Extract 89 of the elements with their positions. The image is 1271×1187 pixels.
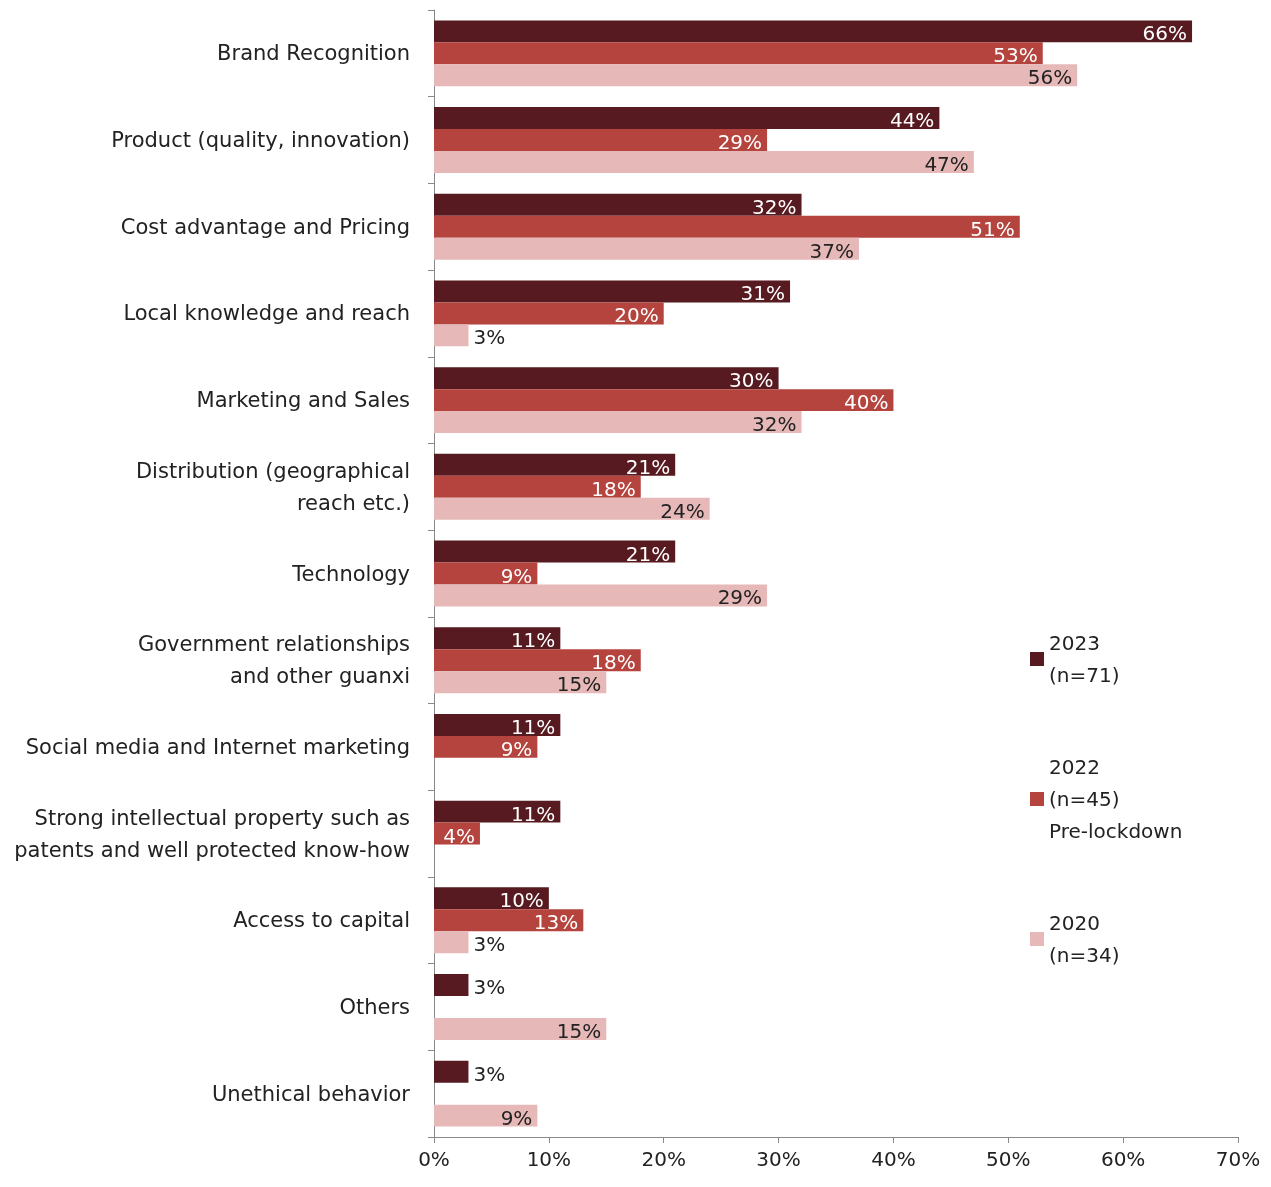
data-label: 21% — [625, 454, 671, 479]
data-label: 11% — [510, 628, 556, 653]
bar — [434, 302, 664, 325]
y-tick-label: Local knowledge and reach — [123, 301, 410, 326]
y-tick-label: Unethical behavior — [211, 1081, 411, 1106]
bar — [434, 649, 641, 672]
data-label: 40% — [843, 390, 889, 415]
x-tick-label: 20% — [641, 1147, 686, 1171]
data-label: 15% — [556, 672, 602, 697]
bar — [434, 20, 1193, 43]
data-label: 66% — [1142, 21, 1188, 46]
bar — [434, 107, 940, 130]
y-tick-label: Technology — [291, 561, 410, 586]
bar — [434, 389, 894, 412]
y-tick-label: Government relationships and other guanxi — [137, 632, 410, 689]
y-tick-label: Brand Recognition — [217, 41, 410, 66]
data-label: 13% — [533, 910, 579, 935]
data-label: 32% — [752, 412, 797, 437]
y-tick-label: Social media and Internet marketing — [25, 734, 410, 759]
bar — [434, 367, 779, 390]
bar — [434, 193, 802, 216]
bar — [434, 64, 1078, 87]
data-label: 3% — [473, 975, 506, 999]
legend-label: 2020 (n=34) — [1049, 911, 1120, 967]
data-label: 51% — [970, 216, 1015, 241]
data-label: 3% — [473, 1061, 506, 1086]
data-label: 32% — [752, 194, 797, 219]
bar — [434, 627, 561, 650]
bar — [434, 411, 802, 434]
bar — [434, 475, 641, 498]
legend-label: 2022 (n=45) Pre-lockdown — [1049, 755, 1183, 843]
bar — [434, 324, 469, 347]
x-tick-label: 60% — [1100, 1147, 1146, 1171]
y-tick-label: Cost advantage and Pricing — [120, 214, 410, 239]
bar — [434, 497, 710, 520]
data-label: 21% — [625, 541, 671, 566]
bar — [434, 151, 974, 173]
y-tick-label: Strong intellectual property such as patents and well protected know-how — [14, 805, 410, 862]
data-label: 11% — [510, 801, 556, 826]
data-label: 9% — [500, 563, 533, 588]
bar — [434, 931, 469, 954]
data-label: 15% — [556, 1018, 602, 1043]
bar — [434, 237, 859, 260]
y-tick-label: Others — [339, 994, 410, 1019]
data-label: 9% — [500, 736, 533, 761]
x-tick-label: 10% — [526, 1147, 572, 1171]
data-label: 4% — [443, 823, 475, 848]
x-tick-label: 40% — [871, 1147, 916, 1171]
bar — [434, 453, 676, 476]
bar — [434, 280, 791, 303]
data-label: 29% — [717, 585, 763, 610]
x-tick-label: 0% — [418, 1147, 450, 1171]
bar — [434, 909, 584, 932]
bar — [434, 713, 561, 736]
bar — [434, 42, 1043, 65]
y-tick-label: Product (quality, innovation) — [111, 128, 410, 153]
y-tick-label: Marketing and Sales — [196, 388, 410, 413]
data-label: 44% — [889, 108, 935, 133]
bar — [434, 540, 676, 563]
data-label: 20% — [614, 303, 659, 328]
data-label: 9% — [500, 1105, 533, 1130]
y-tick-label: Access to capital — [233, 908, 410, 933]
bar — [434, 974, 469, 996]
data-label: 47% — [924, 152, 969, 176]
data-label: 3% — [473, 932, 506, 957]
data-label: 3% — [473, 325, 506, 350]
bar — [434, 800, 561, 823]
bar — [434, 129, 768, 152]
data-label: 53% — [993, 43, 1038, 68]
x-tick-label: 50% — [986, 1147, 1031, 1171]
bar — [434, 1060, 469, 1083]
bar — [434, 215, 1020, 238]
bar — [434, 1017, 607, 1040]
data-label: 11% — [510, 714, 556, 739]
data-label: 24% — [660, 498, 705, 523]
data-label: 10% — [499, 888, 544, 913]
data-label: 30% — [729, 368, 774, 393]
data-label: 56% — [1027, 65, 1073, 90]
data-label: 37% — [809, 238, 854, 263]
bar — [434, 584, 768, 607]
x-tick-label: 70% — [1215, 1147, 1261, 1171]
y-tick-label: Distribution (geographical reach etc.) — [135, 458, 410, 515]
x-tick-label: 30% — [756, 1147, 801, 1171]
bar — [434, 671, 607, 694]
legend-label: 2023 (n=71) — [1049, 631, 1120, 687]
data-label: 31% — [740, 281, 786, 306]
data-label: 18% — [591, 476, 636, 501]
data-label: 29% — [717, 130, 763, 155]
data-label: 18% — [591, 650, 636, 675]
